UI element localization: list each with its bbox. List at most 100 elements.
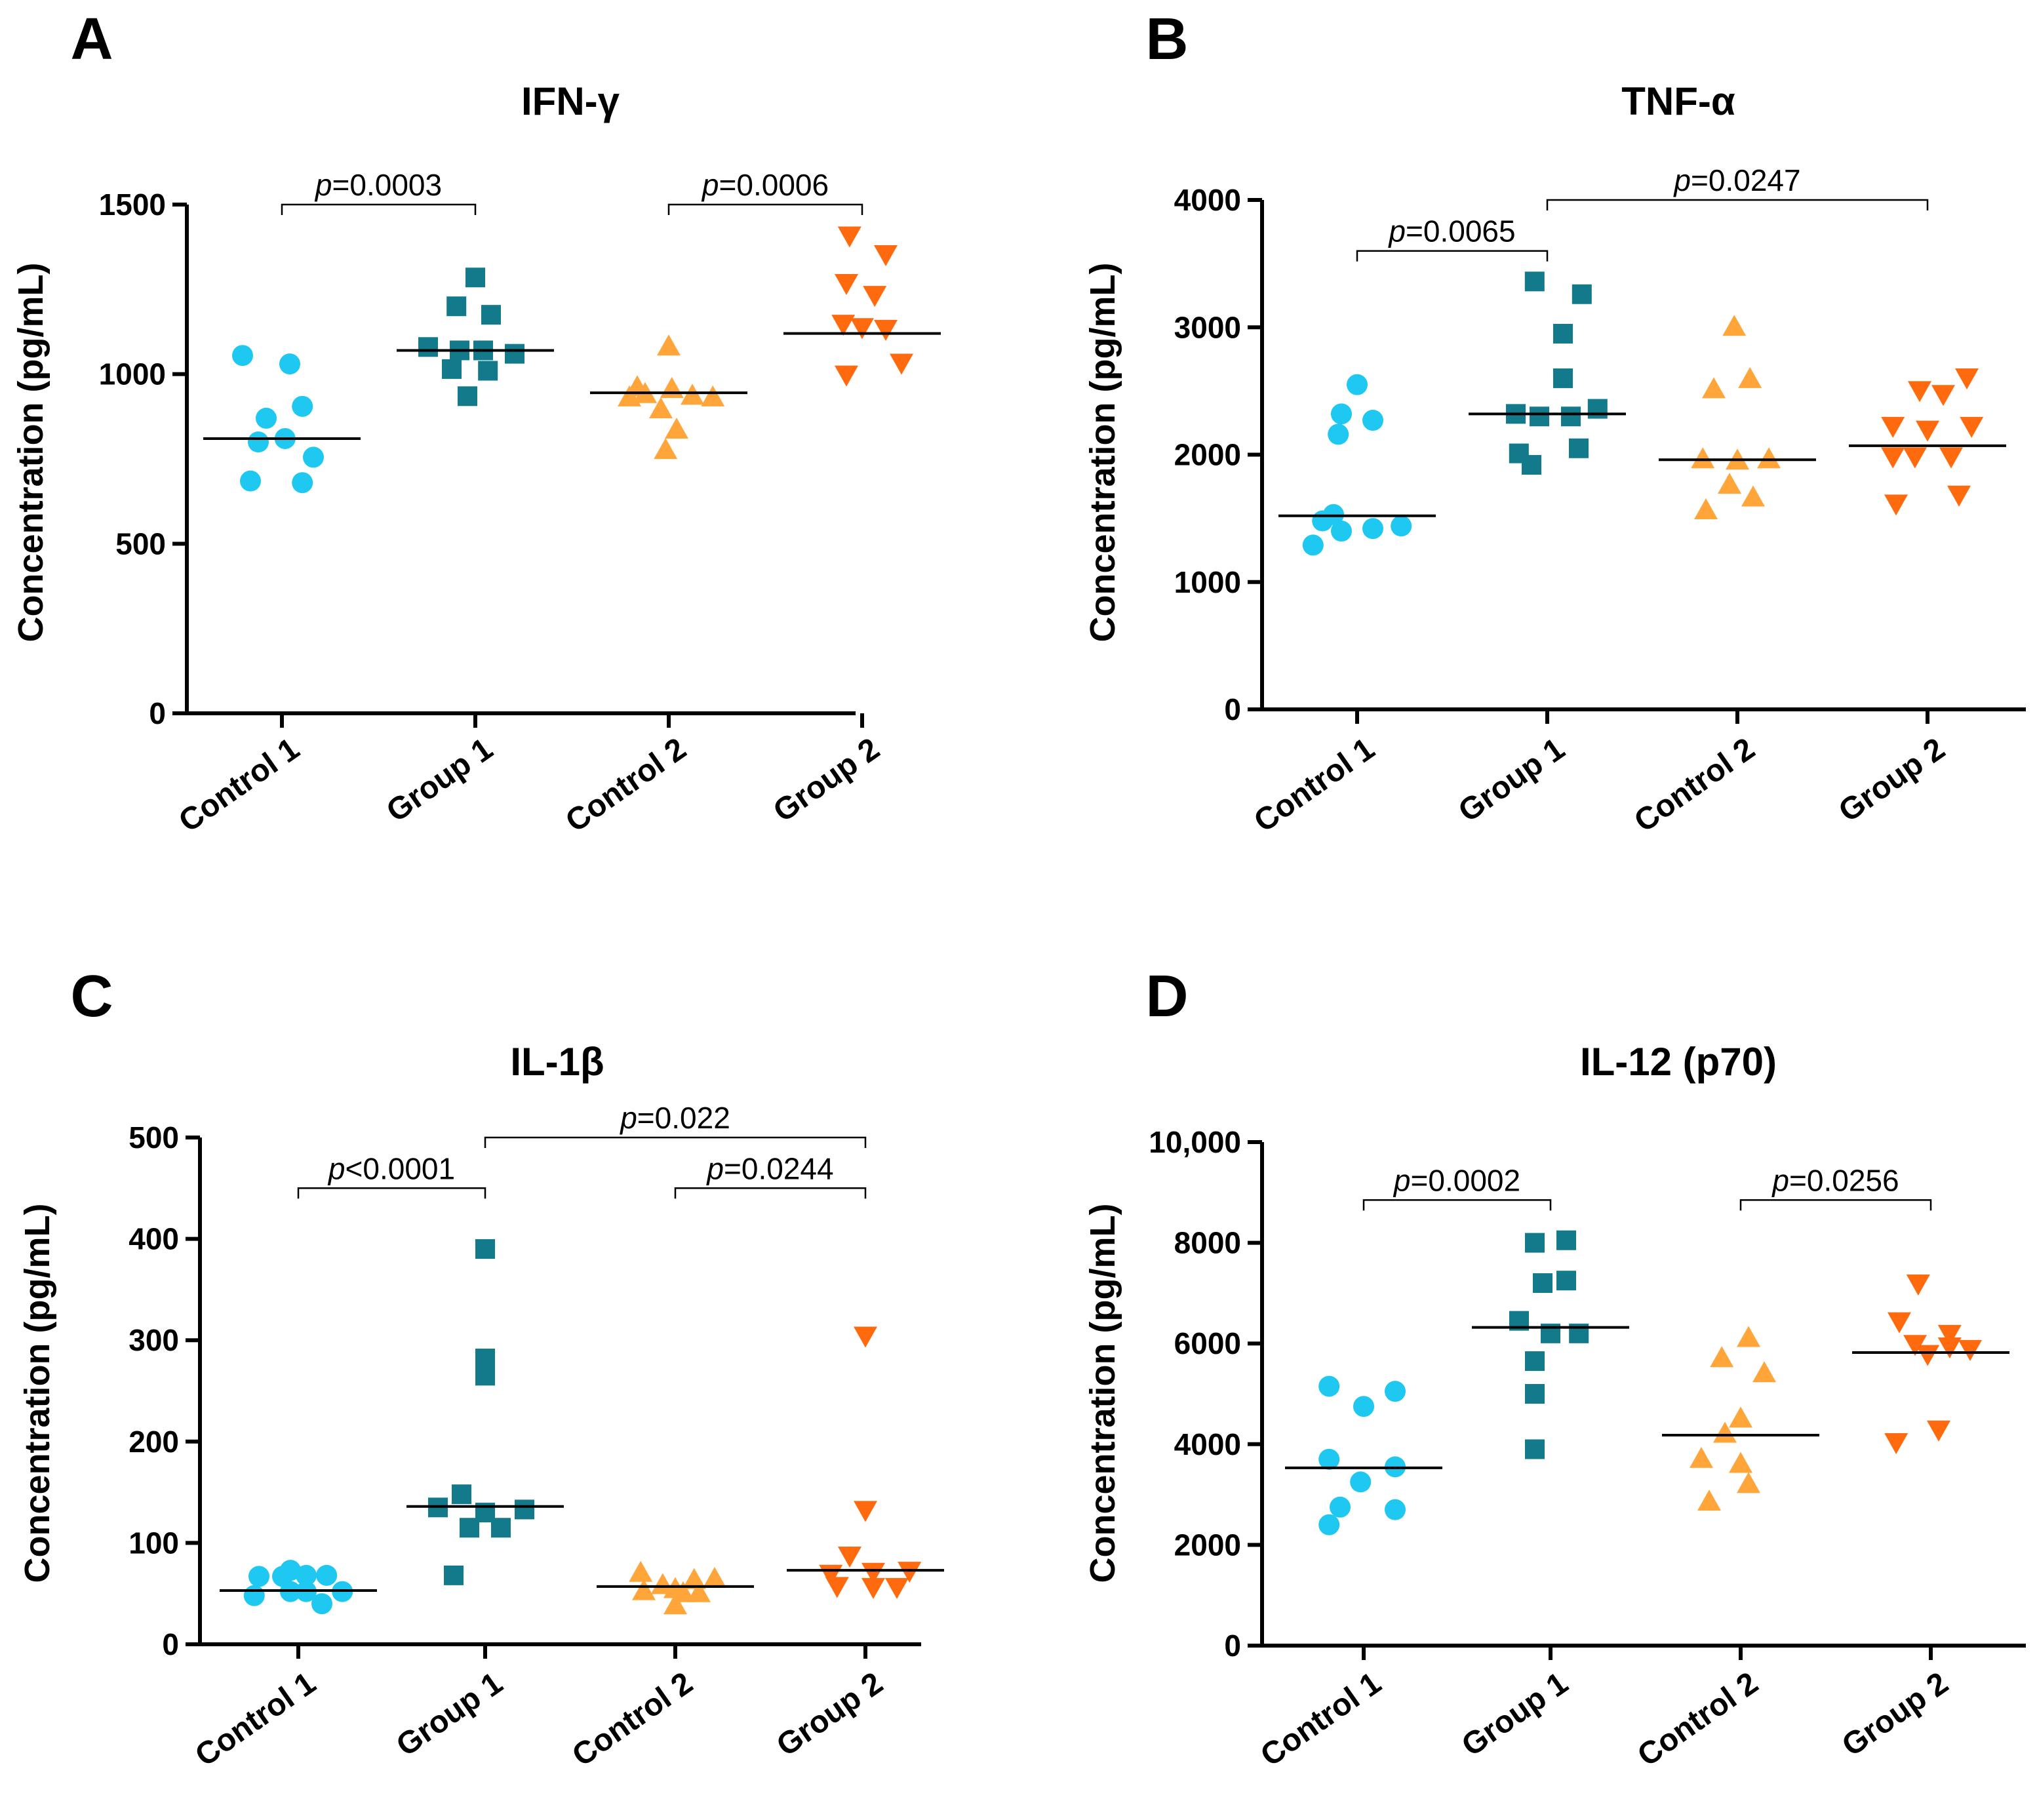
data-point [1881, 416, 1905, 438]
data-point [1888, 1312, 1911, 1334]
data-point [446, 296, 467, 317]
y-tick-label: 10,000 [1149, 1125, 1241, 1159]
y-tick-label: 500 [115, 526, 166, 561]
data-point [1694, 498, 1718, 519]
data-point [1525, 1384, 1545, 1404]
y-tick-label: 400 [129, 1222, 179, 1256]
data-point [1947, 485, 1971, 507]
data-point [1556, 1230, 1576, 1250]
series-group-1 [1472, 1230, 1629, 1459]
data-point [1757, 447, 1781, 469]
data-point [660, 376, 684, 398]
data-point [1385, 1381, 1406, 1402]
data-point [1955, 368, 1979, 390]
series-control-2 [1662, 1326, 1819, 1511]
bracket-line [674, 1187, 867, 1199]
series-control-2 [1659, 315, 1816, 519]
data-point [687, 1581, 711, 1602]
panel-letter: B [1146, 7, 1189, 72]
data-point [838, 1546, 861, 1568]
p-value-label: p=0.0256 [1771, 1163, 1899, 1197]
data-point [1937, 1337, 1962, 1359]
panel-letter: D [1146, 964, 1189, 1029]
panel-d-il-12-p70: D IL-12 (p70) Concentration (pg/mL) 0 2000 40… [1083, 964, 2026, 1773]
p-value-label: p=0.0244 [705, 1151, 833, 1185]
data-point [1318, 1375, 1340, 1397]
data-point [1533, 1273, 1552, 1294]
data-point [1331, 521, 1352, 542]
data-point [1690, 1446, 1713, 1468]
x-tick-label-control-2: Control 2 [559, 732, 692, 839]
bracket-line [1362, 1199, 1552, 1211]
x-tick-label-group-2: Group 2 [1832, 732, 1951, 829]
data-point [863, 286, 887, 307]
data-point [1330, 1496, 1351, 1518]
data-point [442, 359, 462, 379]
data-point [618, 385, 641, 406]
data-point [465, 267, 485, 288]
x-tick-label-control-2: Control 2 [1631, 1666, 1764, 1773]
data-point [1752, 1361, 1776, 1383]
data-point [1572, 284, 1592, 304]
p-value-label: p=0.0006 [701, 168, 829, 202]
y-tick-label: 3000 [1174, 310, 1241, 344]
data-point [292, 472, 313, 494]
y-axis-label: Concentration (pg/mL) [18, 1204, 57, 1583]
series-control-1 [220, 1560, 377, 1615]
data-point [657, 334, 681, 356]
x-tick-label-control-2: Control 2 [566, 1666, 699, 1773]
y-tick-label: 100 [129, 1526, 179, 1560]
data-point [279, 353, 300, 375]
data-point [1331, 403, 1352, 425]
x-tick-label-group-2: Group 2 [770, 1666, 889, 1764]
data-point [232, 345, 253, 366]
x-tick-label-group-2: Group 2 [1836, 1666, 1954, 1764]
bracket-line [297, 1187, 486, 1199]
data-point [1353, 1396, 1374, 1417]
data-point [1718, 473, 1741, 494]
x-tick-label-control-1: Control 1 [172, 732, 306, 839]
series-group-2 [1852, 1275, 2009, 1454]
data-point [292, 395, 313, 417]
panel-c-il-1beta: C IL-1β Concentration (pg/mL) 0 100 200 300 400… [18, 964, 944, 1773]
data-point [475, 1349, 495, 1369]
data-point [311, 1593, 332, 1615]
data-point [1958, 1339, 1982, 1361]
data-point [1729, 1452, 1752, 1473]
series-group-2 [1849, 368, 2006, 516]
panel-b-tnf-alpha: B TNF-α Concentration (pg/mL) 0 1000 2000 3000… [1083, 7, 2026, 839]
data-point [243, 1585, 265, 1606]
data-point [256, 407, 277, 429]
data-point [491, 1518, 511, 1538]
p-value-label: p=0.022 [619, 1101, 730, 1135]
data-point [1385, 1499, 1406, 1520]
data-point [1553, 323, 1573, 344]
data-point [649, 397, 673, 418]
significance-bracket: p<0.0001 [297, 1151, 486, 1199]
data-point [663, 1593, 687, 1615]
panel-a-ifn-gamma: A IFN-γ Concentration (pg/mL) 0 500 1000 1500 C… [11, 7, 941, 839]
data-point [481, 305, 501, 325]
data-point [1525, 1233, 1545, 1253]
series-control-1 [1285, 1375, 1442, 1535]
data-point [1347, 374, 1368, 395]
y-tick-label: 4000 [1174, 1427, 1241, 1461]
data-point [861, 1562, 885, 1584]
data-point [654, 438, 678, 460]
data-point [1525, 1351, 1545, 1372]
data-point [1884, 1433, 1908, 1454]
data-point [1587, 399, 1608, 419]
data-point [885, 1577, 909, 1599]
series-control-1 [1278, 374, 1436, 556]
data-point [835, 365, 858, 387]
data-point [874, 319, 898, 341]
panel-letter: C [71, 964, 113, 1029]
data-point [1916, 420, 1939, 442]
data-point [1302, 534, 1324, 556]
data-point [1524, 271, 1545, 292]
y-tick-label: 2000 [1174, 1528, 1241, 1562]
data-point [280, 1560, 301, 1581]
y-tick-label: 300 [129, 1323, 179, 1357]
bracket-line [484, 1136, 867, 1148]
series-group-1 [406, 1239, 564, 1585]
